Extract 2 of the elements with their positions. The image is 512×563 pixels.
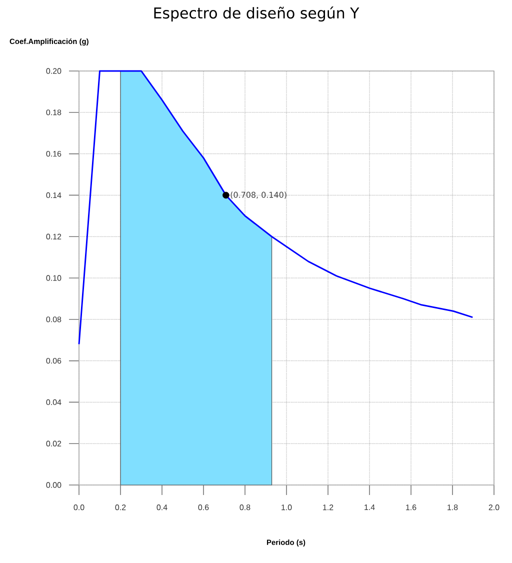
line-series xyxy=(78,70,474,345)
chart-title: Espectro de diseño según Y xyxy=(154,6,360,22)
